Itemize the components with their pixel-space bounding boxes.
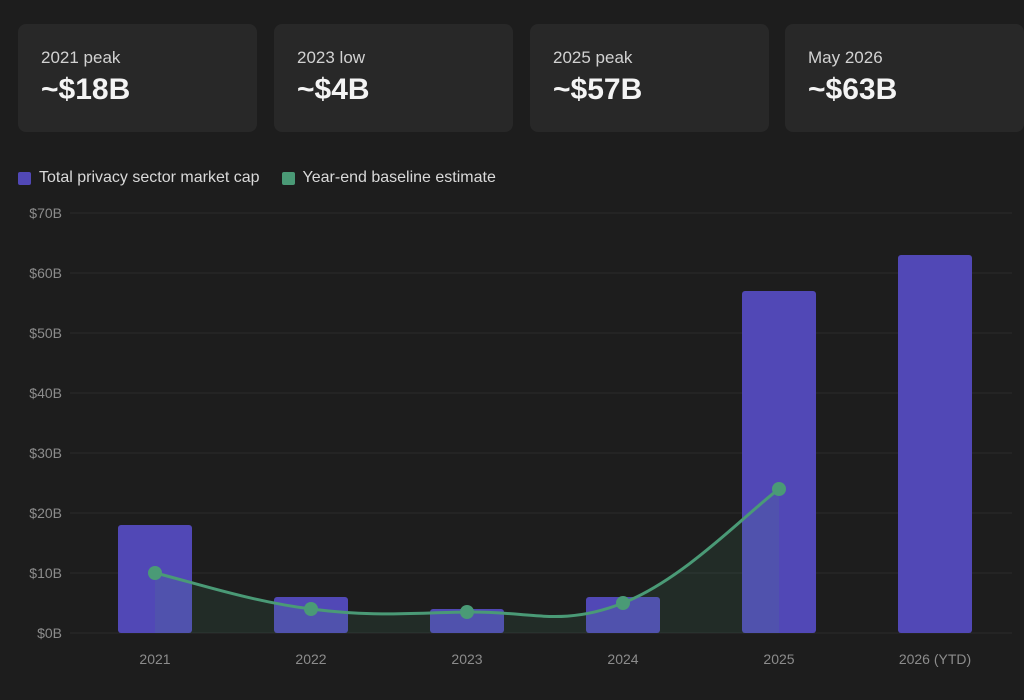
bar (898, 255, 972, 633)
stat-value: ~$4B (297, 73, 370, 106)
legend-item-baseline[interactable]: Year-end baseline estimate (281, 169, 496, 187)
line-point (148, 566, 162, 580)
y-tick-label: $30B (29, 445, 62, 461)
bar (742, 291, 816, 633)
stat-cards: 2021 peak ~$18B 2023 low ~$4B 2025 peak … (18, 24, 1024, 132)
stat-card: 2021 peak ~$18B (18, 24, 257, 132)
line-area-fill (155, 489, 779, 633)
stat-card: 2025 peak ~$57B (530, 24, 769, 132)
legend-label: Total privacy sector market cap (39, 169, 260, 186)
x-tick-label: 2021 (139, 651, 170, 667)
stat-label: 2023 low (297, 48, 366, 67)
y-tick-label: $20B (29, 505, 62, 521)
stat-card: 2023 low ~$4B (274, 24, 513, 132)
bar (586, 597, 660, 633)
legend-item-market-cap[interactable]: Total privacy sector market cap (18, 169, 260, 187)
line-point (616, 596, 630, 610)
line-point (304, 602, 318, 616)
y-tick-label: $10B (29, 565, 62, 581)
y-tick-label: $50B (29, 325, 62, 341)
chart-legend: Total privacy sector market cap Year-end… (18, 168, 518, 188)
legend-swatch-line (281, 171, 295, 185)
y-tick-label: $0B (37, 625, 62, 641)
stat-label: May 2026 (808, 48, 883, 67)
stat-value: ~$18B (41, 73, 131, 106)
line-point (460, 605, 474, 619)
legend-swatch-bar (18, 171, 31, 185)
y-tick-label: $70B (29, 205, 62, 221)
stat-label: 2021 peak (41, 48, 121, 67)
legend-label: Year-end baseline estimate (302, 169, 496, 186)
x-tick-label: 2026 (YTD) (899, 651, 971, 667)
y-tick-label: $60B (29, 265, 62, 281)
y-tick-label: $40B (29, 385, 62, 401)
x-tick-label: 2025 (763, 651, 794, 667)
stat-card: May 2026 ~$63B (785, 24, 1024, 132)
stat-value: ~$57B (553, 73, 643, 106)
x-tick-label: 2024 (607, 651, 638, 667)
x-tick-label: 2022 (295, 651, 326, 667)
x-tick-label: 2023 (451, 651, 482, 667)
line-point (772, 482, 786, 496)
stat-value: ~$63B (808, 73, 898, 106)
stat-label: 2025 peak (553, 48, 633, 67)
bar (430, 609, 504, 633)
bar-line-chart: $0B $10B $20B $30B $40B $50B $60B $70B 2021 2022 2… (29, 205, 1012, 667)
